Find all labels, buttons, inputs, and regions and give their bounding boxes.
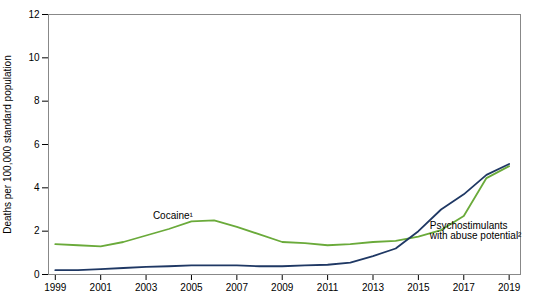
svg-text:2009: 2009 <box>271 282 294 293</box>
svg-text:Psychostimulantswith abuse pot: Psychostimulantswith abuse potential² <box>429 220 522 241</box>
svg-text:Deaths per 100,000 standard po: Deaths per 100,000 standard population <box>2 55 13 233</box>
svg-text:2001: 2001 <box>90 282 113 293</box>
svg-text:2017: 2017 <box>453 282 476 293</box>
svg-text:2003: 2003 <box>135 282 158 293</box>
svg-text:12: 12 <box>28 9 40 20</box>
svg-text:2007: 2007 <box>226 282 249 293</box>
svg-text:2: 2 <box>34 225 40 236</box>
svg-text:2011: 2011 <box>317 282 339 293</box>
svg-text:2013: 2013 <box>362 282 385 293</box>
svg-text:2019: 2019 <box>498 282 521 293</box>
svg-text:8: 8 <box>34 95 40 106</box>
svg-text:2005: 2005 <box>180 282 203 293</box>
svg-text:10: 10 <box>28 52 40 63</box>
svg-text:Cocaine¹: Cocaine¹ <box>153 210 194 221</box>
svg-text:6: 6 <box>34 139 40 150</box>
svg-text:0: 0 <box>34 269 40 280</box>
svg-text:4: 4 <box>34 182 40 193</box>
svg-text:1999: 1999 <box>44 282 67 293</box>
svg-text:2015: 2015 <box>407 282 430 293</box>
